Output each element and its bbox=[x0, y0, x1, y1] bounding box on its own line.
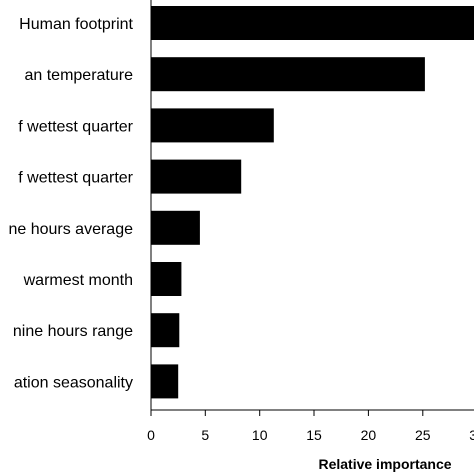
bar bbox=[151, 6, 474, 40]
category-label: Human footprint bbox=[19, 16, 133, 33]
x-tick-label: 30 bbox=[469, 427, 474, 443]
category-label: ne hours average bbox=[8, 221, 133, 238]
bar bbox=[151, 262, 182, 296]
x-axis-ticks: 0 5 10 15 20 25 30 bbox=[147, 410, 474, 443]
bar bbox=[151, 159, 242, 194]
bar bbox=[151, 210, 200, 245]
bars-group bbox=[151, 6, 474, 399]
x-tick-label: 10 bbox=[252, 427, 268, 443]
category-label: f wettest quarter bbox=[18, 118, 133, 135]
bar bbox=[151, 57, 425, 92]
x-tick-label: 5 bbox=[201, 427, 209, 443]
category-label: ation seasonality bbox=[14, 374, 133, 391]
category-label: warmest month bbox=[23, 272, 133, 289]
category-label: nine hours range bbox=[13, 323, 133, 340]
x-tick-label: 15 bbox=[306, 427, 322, 443]
bar bbox=[151, 108, 274, 143]
bar bbox=[151, 313, 180, 348]
x-axis-title: Relative importance bbox=[318, 456, 451, 472]
x-tick-label: 0 bbox=[147, 427, 155, 443]
category-label: f wettest quarter bbox=[18, 170, 133, 187]
bar bbox=[151, 364, 179, 399]
category-labels: Human footprint an temperature f wettest q… bbox=[8, 16, 133, 391]
x-tick-label: 25 bbox=[415, 427, 431, 443]
category-label: an temperature bbox=[24, 67, 133, 84]
x-tick-label: 20 bbox=[361, 427, 377, 443]
